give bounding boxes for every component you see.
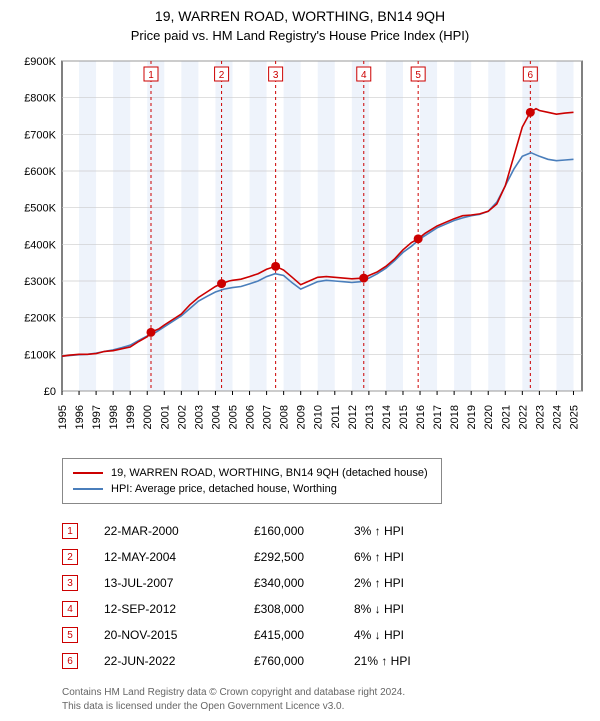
table-row: 3 13-JUL-2007£340,0002% ↑ HPI bbox=[62, 570, 588, 596]
svg-text:£400K: £400K bbox=[24, 239, 56, 251]
footer-line: This data is licensed under the Open Gov… bbox=[62, 700, 588, 714]
tx-price: £160,000 bbox=[254, 524, 354, 538]
svg-text:2021: 2021 bbox=[500, 405, 512, 429]
svg-text:2025: 2025 bbox=[568, 405, 580, 429]
transaction-table: 1 22-MAR-2000£160,0003% ↑ HPI 2 12-MAY-2004… bbox=[62, 518, 588, 674]
svg-text:£200K: £200K bbox=[24, 313, 56, 325]
svg-text:2012: 2012 bbox=[347, 405, 359, 429]
svg-text:1995: 1995 bbox=[57, 405, 69, 429]
tx-price: £292,500 bbox=[254, 550, 354, 564]
svg-text:1997: 1997 bbox=[91, 405, 103, 429]
svg-text:2018: 2018 bbox=[449, 405, 461, 429]
table-row: 6 22-JUN-2022£760,00021% ↑ HPI bbox=[62, 648, 588, 674]
chart-legend: 19, WARREN ROAD, WORTHING, BN14 9QH (det… bbox=[62, 458, 442, 504]
tx-delta: 8% ↓ HPI bbox=[354, 602, 464, 616]
page-title: 19, WARREN ROAD, WORTHING, BN14 9QH bbox=[12, 8, 588, 24]
svg-text:£300K: £300K bbox=[24, 276, 56, 288]
tx-delta: 3% ↑ HPI bbox=[354, 524, 464, 538]
svg-text:6: 6 bbox=[528, 70, 534, 81]
footer-line: Contains HM Land Registry data © Crown c… bbox=[62, 686, 588, 700]
svg-text:2011: 2011 bbox=[330, 405, 342, 429]
svg-text:2008: 2008 bbox=[279, 405, 291, 429]
table-row: 5 20-NOV-2015£415,0004% ↓ HPI bbox=[62, 622, 588, 648]
tx-date: 13-JUL-2007 bbox=[104, 576, 254, 590]
tx-delta: 2% ↑ HPI bbox=[354, 576, 464, 590]
tx-price: £340,000 bbox=[254, 576, 354, 590]
table-row: 1 22-MAR-2000£160,0003% ↑ HPI bbox=[62, 518, 588, 544]
svg-text:1998: 1998 bbox=[108, 405, 120, 429]
svg-text:2007: 2007 bbox=[262, 405, 274, 429]
svg-text:1999: 1999 bbox=[125, 405, 137, 429]
svg-text:£500K: £500K bbox=[24, 203, 56, 215]
svg-text:2: 2 bbox=[219, 70, 225, 81]
table-row: 4 12-SEP-2012£308,0008% ↓ HPI bbox=[62, 596, 588, 622]
svg-text:£900K: £900K bbox=[24, 56, 56, 68]
svg-text:3: 3 bbox=[273, 70, 279, 81]
tx-date: 22-MAR-2000 bbox=[104, 524, 254, 538]
tx-price: £308,000 bbox=[254, 602, 354, 616]
svg-text:2001: 2001 bbox=[159, 405, 171, 429]
svg-text:2002: 2002 bbox=[176, 405, 188, 429]
svg-text:2019: 2019 bbox=[466, 405, 478, 429]
tx-delta: 4% ↓ HPI bbox=[354, 628, 464, 642]
tx-badge: 6 bbox=[62, 653, 78, 669]
svg-text:2017: 2017 bbox=[432, 405, 444, 429]
svg-text:2000: 2000 bbox=[142, 405, 154, 429]
tx-badge: 3 bbox=[62, 575, 78, 591]
tx-badge: 5 bbox=[62, 627, 78, 643]
page-subtitle: Price paid vs. HM Land Registry's House … bbox=[12, 28, 588, 43]
svg-text:£100K: £100K bbox=[24, 349, 56, 361]
svg-text:2023: 2023 bbox=[534, 405, 546, 429]
svg-text:4: 4 bbox=[361, 70, 367, 81]
price-chart: £0 £100K £200K £300K £400K £500K £600K £700K £80… bbox=[12, 53, 588, 448]
svg-text:1996: 1996 bbox=[74, 405, 86, 429]
legend-item: 19, WARREN ROAD, WORTHING, BN14 9QH (det… bbox=[73, 465, 431, 481]
svg-text:2005: 2005 bbox=[227, 405, 239, 429]
tx-badge: 1 bbox=[62, 523, 78, 539]
table-row: 2 12-MAY-2004£292,5006% ↑ HPI bbox=[62, 544, 588, 570]
tx-date: 12-SEP-2012 bbox=[104, 602, 254, 616]
tx-date: 12-MAY-2004 bbox=[104, 550, 254, 564]
svg-text:2004: 2004 bbox=[210, 405, 222, 429]
svg-text:2010: 2010 bbox=[313, 405, 325, 429]
footer-attribution: Contains HM Land Registry data © Crown c… bbox=[62, 686, 588, 713]
svg-text:2016: 2016 bbox=[415, 405, 427, 429]
svg-text:5: 5 bbox=[415, 70, 421, 81]
svg-text:2024: 2024 bbox=[551, 405, 563, 429]
legend-swatch bbox=[73, 472, 103, 474]
svg-text:2003: 2003 bbox=[193, 405, 205, 429]
svg-text:£800K: £800K bbox=[24, 93, 56, 105]
svg-text:2022: 2022 bbox=[517, 405, 529, 429]
svg-text:1: 1 bbox=[148, 70, 154, 81]
legend-item: HPI: Average price, detached house, Wort… bbox=[73, 481, 431, 497]
tx-price: £415,000 bbox=[254, 628, 354, 642]
svg-text:2015: 2015 bbox=[398, 405, 410, 429]
tx-badge: 4 bbox=[62, 601, 78, 617]
svg-text:£0: £0 bbox=[44, 386, 56, 398]
svg-text:£600K: £600K bbox=[24, 166, 56, 178]
tx-badge: 2 bbox=[62, 549, 78, 565]
tx-date: 20-NOV-2015 bbox=[104, 628, 254, 642]
legend-label: HPI: Average price, detached house, Wort… bbox=[111, 483, 337, 495]
tx-date: 22-JUN-2022 bbox=[104, 654, 254, 668]
tx-delta: 6% ↑ HPI bbox=[354, 550, 464, 564]
svg-text:2014: 2014 bbox=[381, 405, 393, 429]
svg-text:2006: 2006 bbox=[245, 405, 257, 429]
tx-delta: 21% ↑ HPI bbox=[354, 654, 464, 668]
legend-swatch bbox=[73, 488, 103, 490]
svg-text:£700K: £700K bbox=[24, 129, 56, 141]
svg-text:2009: 2009 bbox=[296, 405, 308, 429]
legend-label: 19, WARREN ROAD, WORTHING, BN14 9QH (det… bbox=[111, 467, 428, 479]
svg-text:2020: 2020 bbox=[483, 405, 495, 429]
tx-price: £760,000 bbox=[254, 654, 354, 668]
svg-text:2013: 2013 bbox=[364, 405, 376, 429]
